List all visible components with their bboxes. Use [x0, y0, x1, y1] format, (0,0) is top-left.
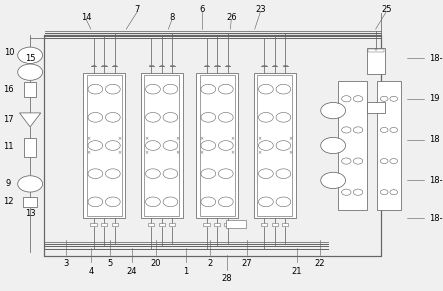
Text: 11: 11	[3, 143, 13, 151]
Text: 25: 25	[381, 5, 392, 14]
Text: ×: ×	[257, 150, 261, 155]
Bar	[159, 223, 165, 226]
Text: 7: 7	[135, 5, 140, 14]
Text: ×: ×	[117, 150, 121, 155]
Bar	[144, 75, 179, 216]
Bar	[23, 197, 37, 207]
Text: 18-3: 18-3	[429, 214, 443, 223]
Text: ×: ×	[257, 136, 261, 141]
Text: ×: ×	[144, 136, 148, 141]
Polygon shape	[19, 113, 41, 127]
Bar	[203, 223, 210, 226]
Text: ×: ×	[87, 150, 91, 155]
Text: 14: 14	[81, 13, 92, 22]
Text: ×: ×	[175, 136, 179, 141]
Bar	[214, 223, 220, 226]
Bar	[257, 75, 292, 216]
Text: ×: ×	[230, 150, 234, 155]
Text: 1: 1	[183, 267, 189, 276]
Text: 4: 4	[88, 267, 93, 276]
Bar	[368, 49, 384, 52]
Text: 8: 8	[169, 13, 175, 22]
Text: 3: 3	[63, 259, 68, 268]
Text: 16: 16	[3, 85, 13, 94]
Text: ×: ×	[288, 150, 292, 155]
Bar	[86, 75, 121, 216]
Text: 12: 12	[3, 198, 13, 206]
Bar	[282, 223, 288, 226]
Text: 2: 2	[208, 259, 213, 268]
Circle shape	[18, 64, 43, 80]
Text: 28: 28	[222, 274, 232, 283]
Bar	[90, 223, 97, 226]
Bar	[24, 82, 36, 97]
Text: ×: ×	[373, 47, 378, 52]
Bar	[101, 223, 107, 226]
Text: 9: 9	[5, 179, 11, 188]
Text: 6: 6	[199, 5, 204, 14]
Text: 24: 24	[127, 267, 137, 276]
Circle shape	[321, 172, 346, 189]
Bar	[225, 223, 231, 226]
Text: ×: ×	[87, 136, 91, 141]
Text: 13: 13	[25, 210, 35, 218]
Text: 15: 15	[25, 54, 35, 63]
Bar	[169, 223, 175, 226]
Text: 10: 10	[4, 48, 14, 57]
Text: 23: 23	[255, 5, 266, 14]
Bar	[83, 73, 125, 218]
Bar	[367, 102, 385, 113]
Bar	[199, 75, 235, 216]
Text: ×: ×	[117, 136, 121, 141]
Bar	[141, 73, 183, 218]
Bar	[261, 223, 267, 226]
Text: ×: ×	[175, 150, 179, 155]
Text: ×: ×	[288, 136, 292, 141]
Text: ×: ×	[230, 136, 234, 141]
Text: ×: ×	[144, 150, 148, 155]
Circle shape	[321, 102, 346, 119]
Text: ×: ×	[200, 150, 204, 155]
Text: 26: 26	[226, 13, 237, 22]
Bar	[226, 220, 246, 228]
Text: ×: ×	[200, 136, 204, 141]
Bar	[272, 223, 278, 226]
Bar	[148, 223, 154, 226]
Circle shape	[321, 137, 346, 154]
Bar	[377, 81, 401, 210]
Bar	[112, 223, 118, 226]
Text: 18: 18	[429, 135, 439, 144]
Text: 5: 5	[107, 259, 113, 268]
Text: 22: 22	[315, 259, 325, 268]
Bar	[338, 81, 367, 210]
Text: 21: 21	[291, 267, 302, 276]
Text: 19: 19	[429, 95, 439, 103]
Text: 18-2: 18-2	[429, 176, 443, 185]
Bar	[253, 73, 295, 218]
Text: 20: 20	[151, 259, 161, 268]
Bar	[196, 73, 238, 218]
Bar	[44, 35, 381, 256]
Text: 17: 17	[3, 115, 13, 124]
Text: 27: 27	[242, 259, 253, 268]
Circle shape	[18, 176, 43, 192]
Bar	[24, 138, 36, 157]
Bar	[367, 48, 385, 74]
Text: 18-1: 18-1	[429, 54, 443, 63]
Circle shape	[18, 47, 43, 63]
